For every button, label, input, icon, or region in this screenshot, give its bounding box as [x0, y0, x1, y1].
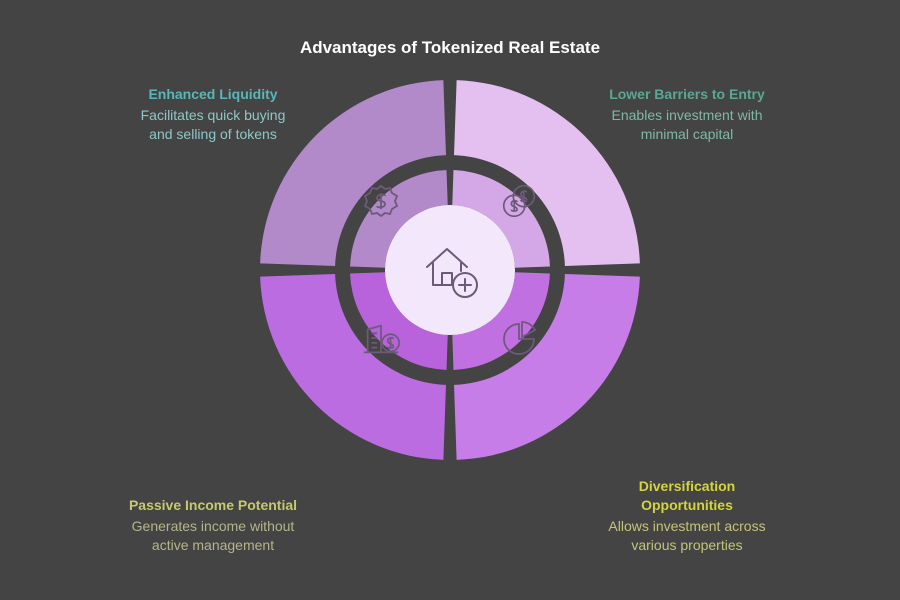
- pie-chart-icon: [498, 318, 540, 360]
- label-desc: Facilitates quick buying and selling of …: [128, 106, 298, 144]
- label-heading: Enhanced Liquidity: [128, 85, 298, 104]
- label-desc: Generates income without active manageme…: [128, 517, 298, 555]
- label-diversification: Diversification Opportunities Allows inv…: [602, 477, 772, 555]
- label-desc: Allows investment across various propert…: [602, 517, 772, 555]
- coins-icon: [498, 180, 540, 222]
- building-dollar-icon: [360, 318, 402, 360]
- label-heading: Lower Barriers to Entry: [602, 85, 772, 104]
- label-desc: Enables investment with minimal capital: [602, 106, 772, 144]
- dollar-badge-icon: [360, 180, 402, 222]
- page-title: Advantages of Tokenized Real Estate: [300, 38, 600, 58]
- label-enhanced-liquidity: Enhanced Liquidity Facilitates quick buy…: [128, 85, 298, 144]
- label-passive-income: Passive Income Potential Generates incom…: [128, 496, 298, 555]
- circular-diagram: [260, 80, 640, 460]
- label-heading: Passive Income Potential: [128, 496, 298, 515]
- house-plus-icon: [415, 235, 485, 305]
- label-lower-barriers: Lower Barriers to Entry Enables investme…: [602, 85, 772, 144]
- center-circle: [385, 205, 515, 335]
- label-heading: Diversification Opportunities: [602, 477, 772, 515]
